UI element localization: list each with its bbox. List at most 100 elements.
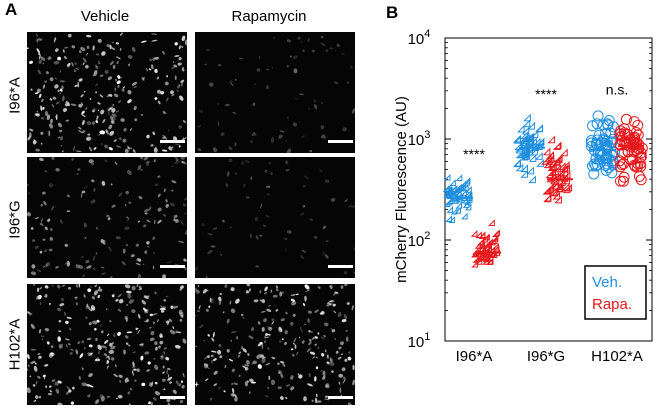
data-point [590, 160, 602, 172]
data-point [628, 134, 640, 146]
data-point [546, 151, 554, 159]
data-point [621, 137, 633, 149]
data-point [460, 212, 468, 220]
data-point [525, 132, 534, 141]
micrograph-i96g-vehicle [27, 157, 187, 278]
data-point [522, 152, 531, 160]
data-point [515, 145, 523, 154]
data-point [516, 124, 525, 133]
data-point [591, 118, 603, 130]
data-point [444, 188, 452, 196]
data-point [601, 153, 613, 164]
plot-frame [444, 37, 653, 342]
data-point [445, 215, 453, 223]
data-point [542, 147, 551, 156]
data-point [548, 168, 557, 177]
data-point [488, 238, 496, 246]
data-point [454, 206, 462, 214]
data-point [477, 253, 484, 261]
data-point [521, 126, 530, 135]
data-point [549, 187, 557, 196]
y-tick-label: 101 [408, 331, 431, 351]
micrograph-h102a-vehicle [27, 284, 187, 405]
data-point [606, 167, 618, 179]
x-tick-label: I96*G [527, 348, 565, 365]
data-point [616, 159, 628, 171]
data-point [472, 256, 480, 263]
data-point [615, 161, 626, 173]
data-point [455, 174, 463, 181]
data-point [520, 164, 529, 173]
data-point [485, 258, 493, 266]
series-veh [442, 110, 621, 223]
data-point [513, 134, 521, 143]
data-point [542, 186, 551, 195]
data-point [525, 147, 533, 156]
data-point [470, 229, 478, 237]
data-point [526, 136, 534, 145]
data-point [586, 137, 597, 149]
data-point [615, 175, 626, 187]
data-point [535, 124, 544, 133]
data-point [513, 135, 522, 144]
scale-bar [328, 396, 353, 399]
legend-entry: Veh. [592, 274, 622, 291]
data-point [528, 154, 537, 162]
data-point [530, 130, 539, 139]
data-point [554, 154, 563, 162]
scale-bar [328, 265, 353, 268]
significance-label: **** [535, 86, 557, 102]
data-point [552, 142, 561, 150]
micrograph-i96a-rapamycin [195, 32, 355, 153]
data-point [553, 157, 561, 165]
data-point [491, 230, 499, 237]
data-point [622, 128, 634, 140]
scale-bar [160, 265, 185, 268]
data-point [460, 189, 467, 197]
data-point [449, 179, 456, 186]
micrograph-i96a-vehicle [27, 32, 187, 153]
data-point [455, 193, 462, 200]
data-point [488, 250, 496, 257]
significance-label: **** [463, 146, 485, 162]
data-point [535, 152, 543, 160]
data-point [561, 183, 570, 191]
data-point [526, 166, 534, 175]
data-point [488, 219, 495, 226]
data-point [632, 147, 644, 158]
data-point [587, 160, 598, 172]
data-point [550, 188, 559, 197]
data-point [616, 147, 628, 159]
data-point [523, 113, 531, 122]
data-point [475, 257, 483, 265]
fluorescence-scatter-chart: B 101 102 103 104 mCherry Fluorescence (AU) I9… [386, 3, 653, 365]
data-point [620, 113, 632, 125]
data-point [558, 178, 566, 186]
data-point [532, 137, 541, 146]
data-point [594, 154, 606, 166]
y-tick-label: 102 [408, 230, 431, 250]
y-tick-label: 103 [408, 129, 431, 149]
data-point [478, 232, 486, 239]
data-point [448, 216, 455, 223]
data-point [527, 121, 536, 130]
panel-a-letter: A [5, 0, 18, 19]
data-point [628, 116, 640, 128]
data-point [592, 159, 604, 171]
significance-label: n.s. [606, 81, 629, 97]
data-point [480, 254, 488, 261]
data-point [443, 200, 451, 208]
data-point [445, 198, 453, 206]
data-point [551, 167, 559, 175]
data-point [492, 244, 500, 252]
data-point [585, 135, 597, 146]
data-point [483, 233, 490, 241]
data-point [474, 241, 482, 249]
column-header-rapamycin: Rapamycin [231, 8, 307, 25]
y-axis-label: mCherry Fluorescence (AU) [393, 96, 410, 283]
data-point [449, 185, 457, 193]
row-label-i96g: I96*G [6, 200, 24, 239]
legend-box [584, 265, 647, 320]
data-point [614, 138, 626, 150]
data-point [522, 119, 531, 128]
